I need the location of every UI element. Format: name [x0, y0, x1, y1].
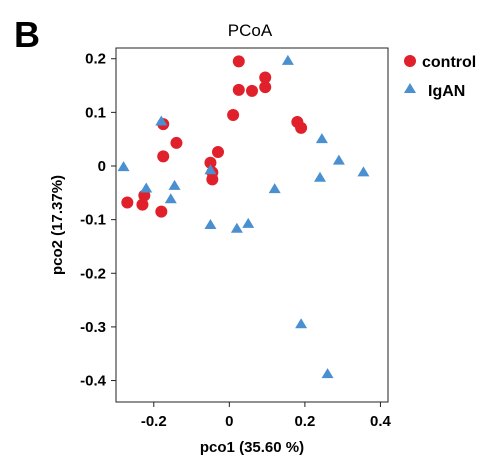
point-igan: [321, 368, 334, 379]
point-control: [170, 136, 183, 149]
plot-frame: [115, 47, 389, 403]
point-igan: [230, 222, 243, 233]
point-igan: [117, 161, 130, 172]
point-control: [232, 55, 245, 68]
point-igan: [140, 182, 153, 193]
point-control: [246, 84, 258, 97]
point-igan: [314, 171, 326, 182]
x-tick-label: 0: [225, 413, 233, 430]
y-tick-label: -0.3: [80, 319, 106, 336]
point-control: [157, 150, 170, 163]
legend-marker-control: [404, 55, 416, 67]
y-axis-label: pco2 (17.37%): [49, 175, 66, 275]
point-igan: [242, 217, 255, 228]
y-tick-label: -0.1: [80, 212, 106, 229]
panel-letter: B: [14, 14, 40, 55]
y-axis: 0.2 0.1 0 -0.1 -0.2 -0.3 -0.4: [80, 51, 116, 390]
point-igan: [357, 166, 370, 177]
point-igan: [164, 193, 177, 204]
data-points: [117, 54, 370, 379]
point-control: [136, 198, 149, 211]
point-igan: [268, 183, 281, 194]
y-tick-label: -0.2: [80, 265, 106, 282]
legend: control IgAN: [404, 54, 476, 100]
point-igan: [204, 164, 217, 175]
point-control: [259, 71, 272, 84]
point-control: [206, 173, 219, 186]
point-control: [295, 121, 308, 134]
point-igan: [295, 318, 308, 329]
legend-label-control: control: [422, 54, 476, 71]
point-igan: [332, 154, 345, 165]
y-tick-label: 0.1: [85, 104, 106, 121]
point-control: [204, 156, 217, 169]
point-control: [155, 205, 168, 218]
point-igan: [315, 133, 328, 144]
x-axis-label: pco1 (35.60 %): [200, 439, 304, 456]
point-control: [212, 146, 224, 159]
point-igan: [168, 179, 181, 190]
y-tick-label: -0.4: [80, 373, 107, 390]
y-tick-label: 0.2: [85, 51, 106, 68]
point-igan: [155, 115, 168, 126]
legend-label-igan: IgAN: [428, 83, 465, 100]
x-axis: -0.2 0 0.2 0.4: [141, 402, 392, 430]
point-control: [259, 81, 272, 94]
point-control: [227, 109, 240, 122]
x-tick-label: -0.2: [141, 413, 167, 430]
legend-marker-igan: [404, 83, 416, 93]
y-tick-label: 0: [98, 158, 106, 175]
x-tick-label: 0.4: [370, 413, 392, 430]
chart-title: PCoA: [228, 21, 273, 40]
point-igan: [204, 219, 217, 229]
point-igan: [281, 54, 294, 65]
point-control: [121, 196, 134, 209]
point-control: [232, 83, 245, 96]
x-tick-label: 0.2: [294, 413, 315, 430]
